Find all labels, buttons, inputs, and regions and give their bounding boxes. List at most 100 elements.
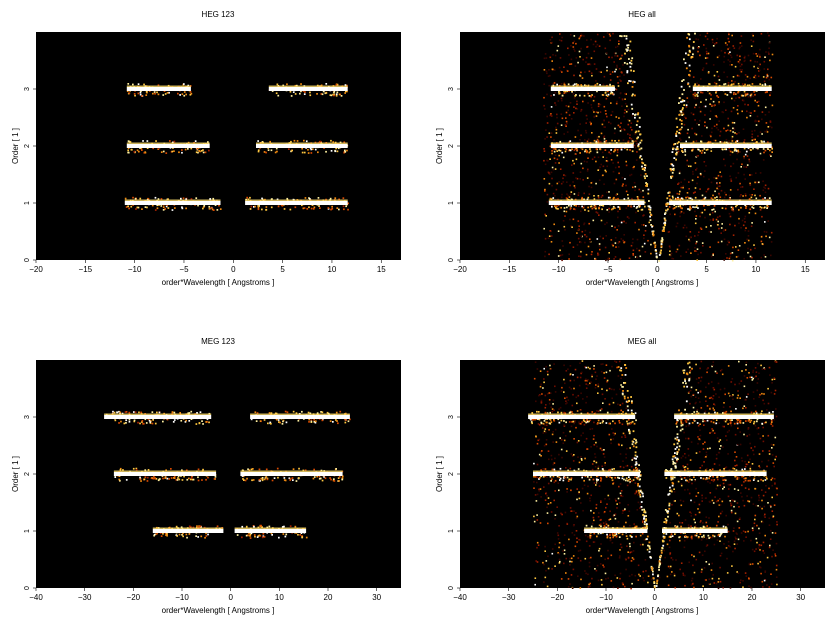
diffuse-pixel bbox=[717, 188, 720, 190]
diffuse-pixel bbox=[744, 460, 746, 463]
diffuse-pixel bbox=[713, 403, 715, 405]
diffuse-pixel bbox=[613, 434, 615, 436]
diffuse-pixel bbox=[624, 98, 626, 100]
diffuse-pixel bbox=[753, 550, 756, 553]
band-pixel bbox=[587, 206, 589, 209]
diffuse-pixel bbox=[562, 181, 565, 183]
band-pixel bbox=[196, 412, 198, 414]
band-pixel bbox=[172, 421, 175, 423]
band-pixel bbox=[183, 475, 185, 478]
band-pixel bbox=[644, 205, 646, 208]
diffuse-pixel bbox=[707, 382, 710, 385]
diffuse-pixel bbox=[606, 160, 609, 163]
diffuse-pixel bbox=[724, 42, 727, 44]
band-pixel bbox=[566, 206, 568, 209]
diffuse-pixel bbox=[744, 153, 747, 156]
diffuse-pixel bbox=[676, 460, 678, 463]
zero-order-pixel bbox=[686, 36, 688, 39]
diffuse-pixel bbox=[713, 125, 716, 127]
diffuse-pixel bbox=[574, 420, 576, 422]
diffuse-pixel bbox=[566, 488, 568, 490]
diffuse-pixel bbox=[558, 39, 561, 41]
diffuse-pixel bbox=[696, 95, 699, 97]
zero-order-pixel bbox=[627, 82, 629, 85]
diffuse-pixel bbox=[751, 563, 754, 565]
diffuse-pixel bbox=[747, 247, 749, 250]
diffuse-pixel bbox=[563, 439, 566, 442]
diffuse-pixel bbox=[554, 543, 556, 546]
band-pixel bbox=[329, 94, 332, 96]
diffuse-pixel bbox=[723, 486, 725, 488]
band-pixel bbox=[558, 149, 560, 152]
diffuse-pixel bbox=[713, 479, 716, 481]
band-pixel bbox=[160, 205, 163, 207]
diffuse-pixel bbox=[577, 194, 580, 196]
diffuse-pixel bbox=[548, 399, 551, 401]
diffuse-pixel bbox=[712, 253, 714, 255]
band-pixel bbox=[254, 411, 257, 414]
diffuse-pixel bbox=[539, 522, 542, 524]
diffuse-pixel bbox=[600, 408, 603, 410]
diffuse-pixel bbox=[716, 372, 718, 374]
diffuse-pixel bbox=[695, 133, 698, 136]
band-pixel bbox=[284, 479, 287, 482]
band-pixel bbox=[205, 532, 207, 535]
diffuse-pixel bbox=[745, 536, 747, 538]
band-pixel bbox=[700, 140, 702, 143]
band-pixel bbox=[154, 92, 156, 95]
diffuse-pixel bbox=[578, 461, 581, 464]
band-pixel bbox=[185, 198, 187, 200]
diffuse-pixel bbox=[772, 462, 775, 464]
diffuse-pixel bbox=[677, 150, 680, 153]
diffuse-pixel bbox=[536, 519, 539, 521]
diffuse-pixel bbox=[737, 255, 740, 258]
band-pixel bbox=[291, 149, 293, 152]
band-pixel bbox=[299, 92, 301, 95]
band-pixel bbox=[753, 91, 755, 93]
zero-order-pixel bbox=[670, 175, 672, 178]
band-edge bbox=[550, 85, 615, 87]
diffuse-pixel bbox=[601, 123, 604, 126]
band-edge bbox=[152, 527, 224, 529]
diffuse-pixel bbox=[748, 461, 750, 463]
band-pixel bbox=[316, 93, 318, 95]
zero-order-pixel bbox=[678, 113, 681, 116]
diffuse-pixel bbox=[620, 384, 622, 386]
band-pixel bbox=[119, 467, 122, 470]
band-pixel bbox=[242, 478, 244, 480]
zero-order-pixel bbox=[664, 222, 667, 224]
x-axis-label: order*Wavelength [ Angstroms ] bbox=[162, 278, 275, 287]
diffuse-pixel bbox=[744, 55, 746, 58]
diffuse-pixel bbox=[697, 382, 700, 384]
diffuse-pixel bbox=[588, 561, 591, 564]
diffuse-pixel bbox=[730, 410, 732, 413]
diffuse-pixel bbox=[724, 535, 726, 538]
diffuse-pixel bbox=[738, 96, 741, 99]
band-pixel bbox=[324, 477, 327, 480]
zero-order-pixel bbox=[662, 226, 665, 229]
diffuse-pixel bbox=[698, 451, 701, 453]
band-pixel bbox=[310, 420, 313, 423]
diffuse-pixel bbox=[585, 540, 588, 543]
band-pixel bbox=[113, 411, 116, 414]
band-pixel bbox=[281, 423, 284, 425]
diffuse-pixel bbox=[606, 524, 608, 527]
diffuse-pixel bbox=[566, 193, 568, 195]
band-pixel bbox=[691, 198, 694, 201]
band-pixel bbox=[569, 207, 572, 209]
diffuse-pixel bbox=[766, 75, 769, 77]
diffuse-pixel bbox=[749, 563, 752, 566]
diffuse-pixel bbox=[775, 542, 778, 545]
diffuse-pixel bbox=[764, 513, 766, 516]
diffuse-pixel bbox=[697, 155, 699, 157]
band-pixel bbox=[134, 94, 136, 97]
diffuse-pixel bbox=[629, 137, 631, 139]
diffuse-pixel bbox=[712, 364, 714, 367]
band-pixel bbox=[133, 420, 136, 423]
zero-order-pixel bbox=[631, 86, 634, 88]
diffuse-pixel bbox=[580, 162, 583, 165]
diffuse-pixel bbox=[758, 496, 761, 499]
diffuse-pixel bbox=[554, 168, 557, 170]
zero-order-pixel bbox=[663, 217, 666, 220]
